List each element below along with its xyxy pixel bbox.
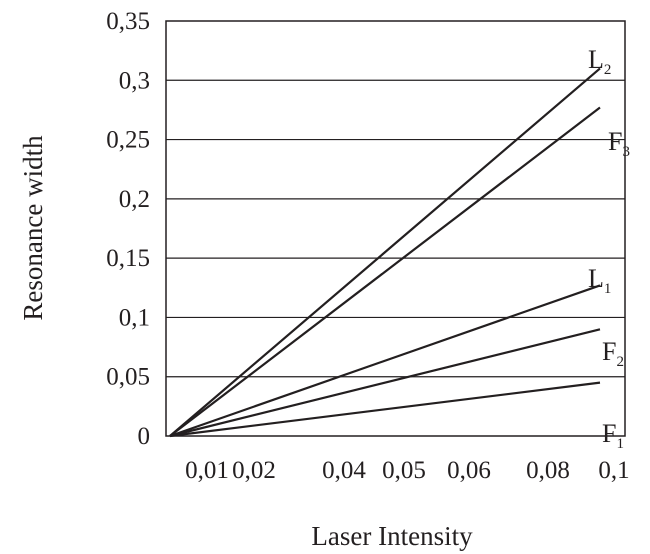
x-tick-label: 0,04 — [322, 457, 366, 484]
y-tick-label: 0,2 — [119, 186, 150, 213]
y-tick-label: 0,1 — [119, 304, 150, 331]
x-axis-title: Laser Intensity — [311, 521, 473, 551]
x-tick-label: 0,05 — [382, 457, 426, 484]
series-labels: L2 F3 L1 F2 F1 — [588, 45, 630, 452]
series-label-subscript: 1 — [604, 281, 612, 297]
y-tick-label: 0 — [138, 423, 151, 450]
series-label-L2: L2 — [588, 45, 611, 78]
series-label-F3: F3 — [608, 127, 630, 160]
series-label-L1: L1 — [588, 264, 611, 297]
grid-lines — [166, 79, 625, 378]
y-tick-label: 0,25 — [106, 127, 150, 154]
series-label-F1: F1 — [602, 419, 624, 452]
series-label-subscript: 3 — [622, 144, 630, 160]
y-axis-title: Resonance width — [18, 135, 48, 321]
series-line-F1 — [169, 381, 601, 438]
series-line-L2 — [169, 67, 601, 437]
x-tick-labels: 0,01 0,02 0,04 0,05 0,06 0,08 0,1 — [185, 457, 630, 484]
x-tick-label: 0,08 — [526, 457, 570, 484]
series-label-subscript: 2 — [616, 354, 624, 370]
y-tick-label: 0,15 — [106, 245, 150, 272]
series-lines — [169, 67, 601, 438]
x-tick-label: 0,06 — [447, 457, 491, 484]
series-line-F2 — [169, 328, 601, 438]
y-tick-label: 0,05 — [106, 364, 150, 391]
y-tick-label: 0,3 — [119, 67, 150, 94]
series-label-F2: F2 — [602, 337, 624, 370]
y-tick-label: 0,35 — [106, 8, 150, 35]
series-line-L1 — [169, 284, 601, 438]
y-tick-labels: 0 0,05 0,1 0,15 0,2 0,25 0,3 0,35 — [106, 8, 150, 450]
series-line-F3 — [169, 106, 601, 437]
x-tick-label: 0,1 — [598, 457, 629, 484]
series-label-subscript: 2 — [604, 62, 612, 78]
x-tick-label: 0,02 — [232, 457, 276, 484]
series-label-subscript: 1 — [616, 436, 624, 452]
x-tick-label: 0,01 — [185, 457, 229, 484]
plot-frame — [165, 20, 626, 437]
